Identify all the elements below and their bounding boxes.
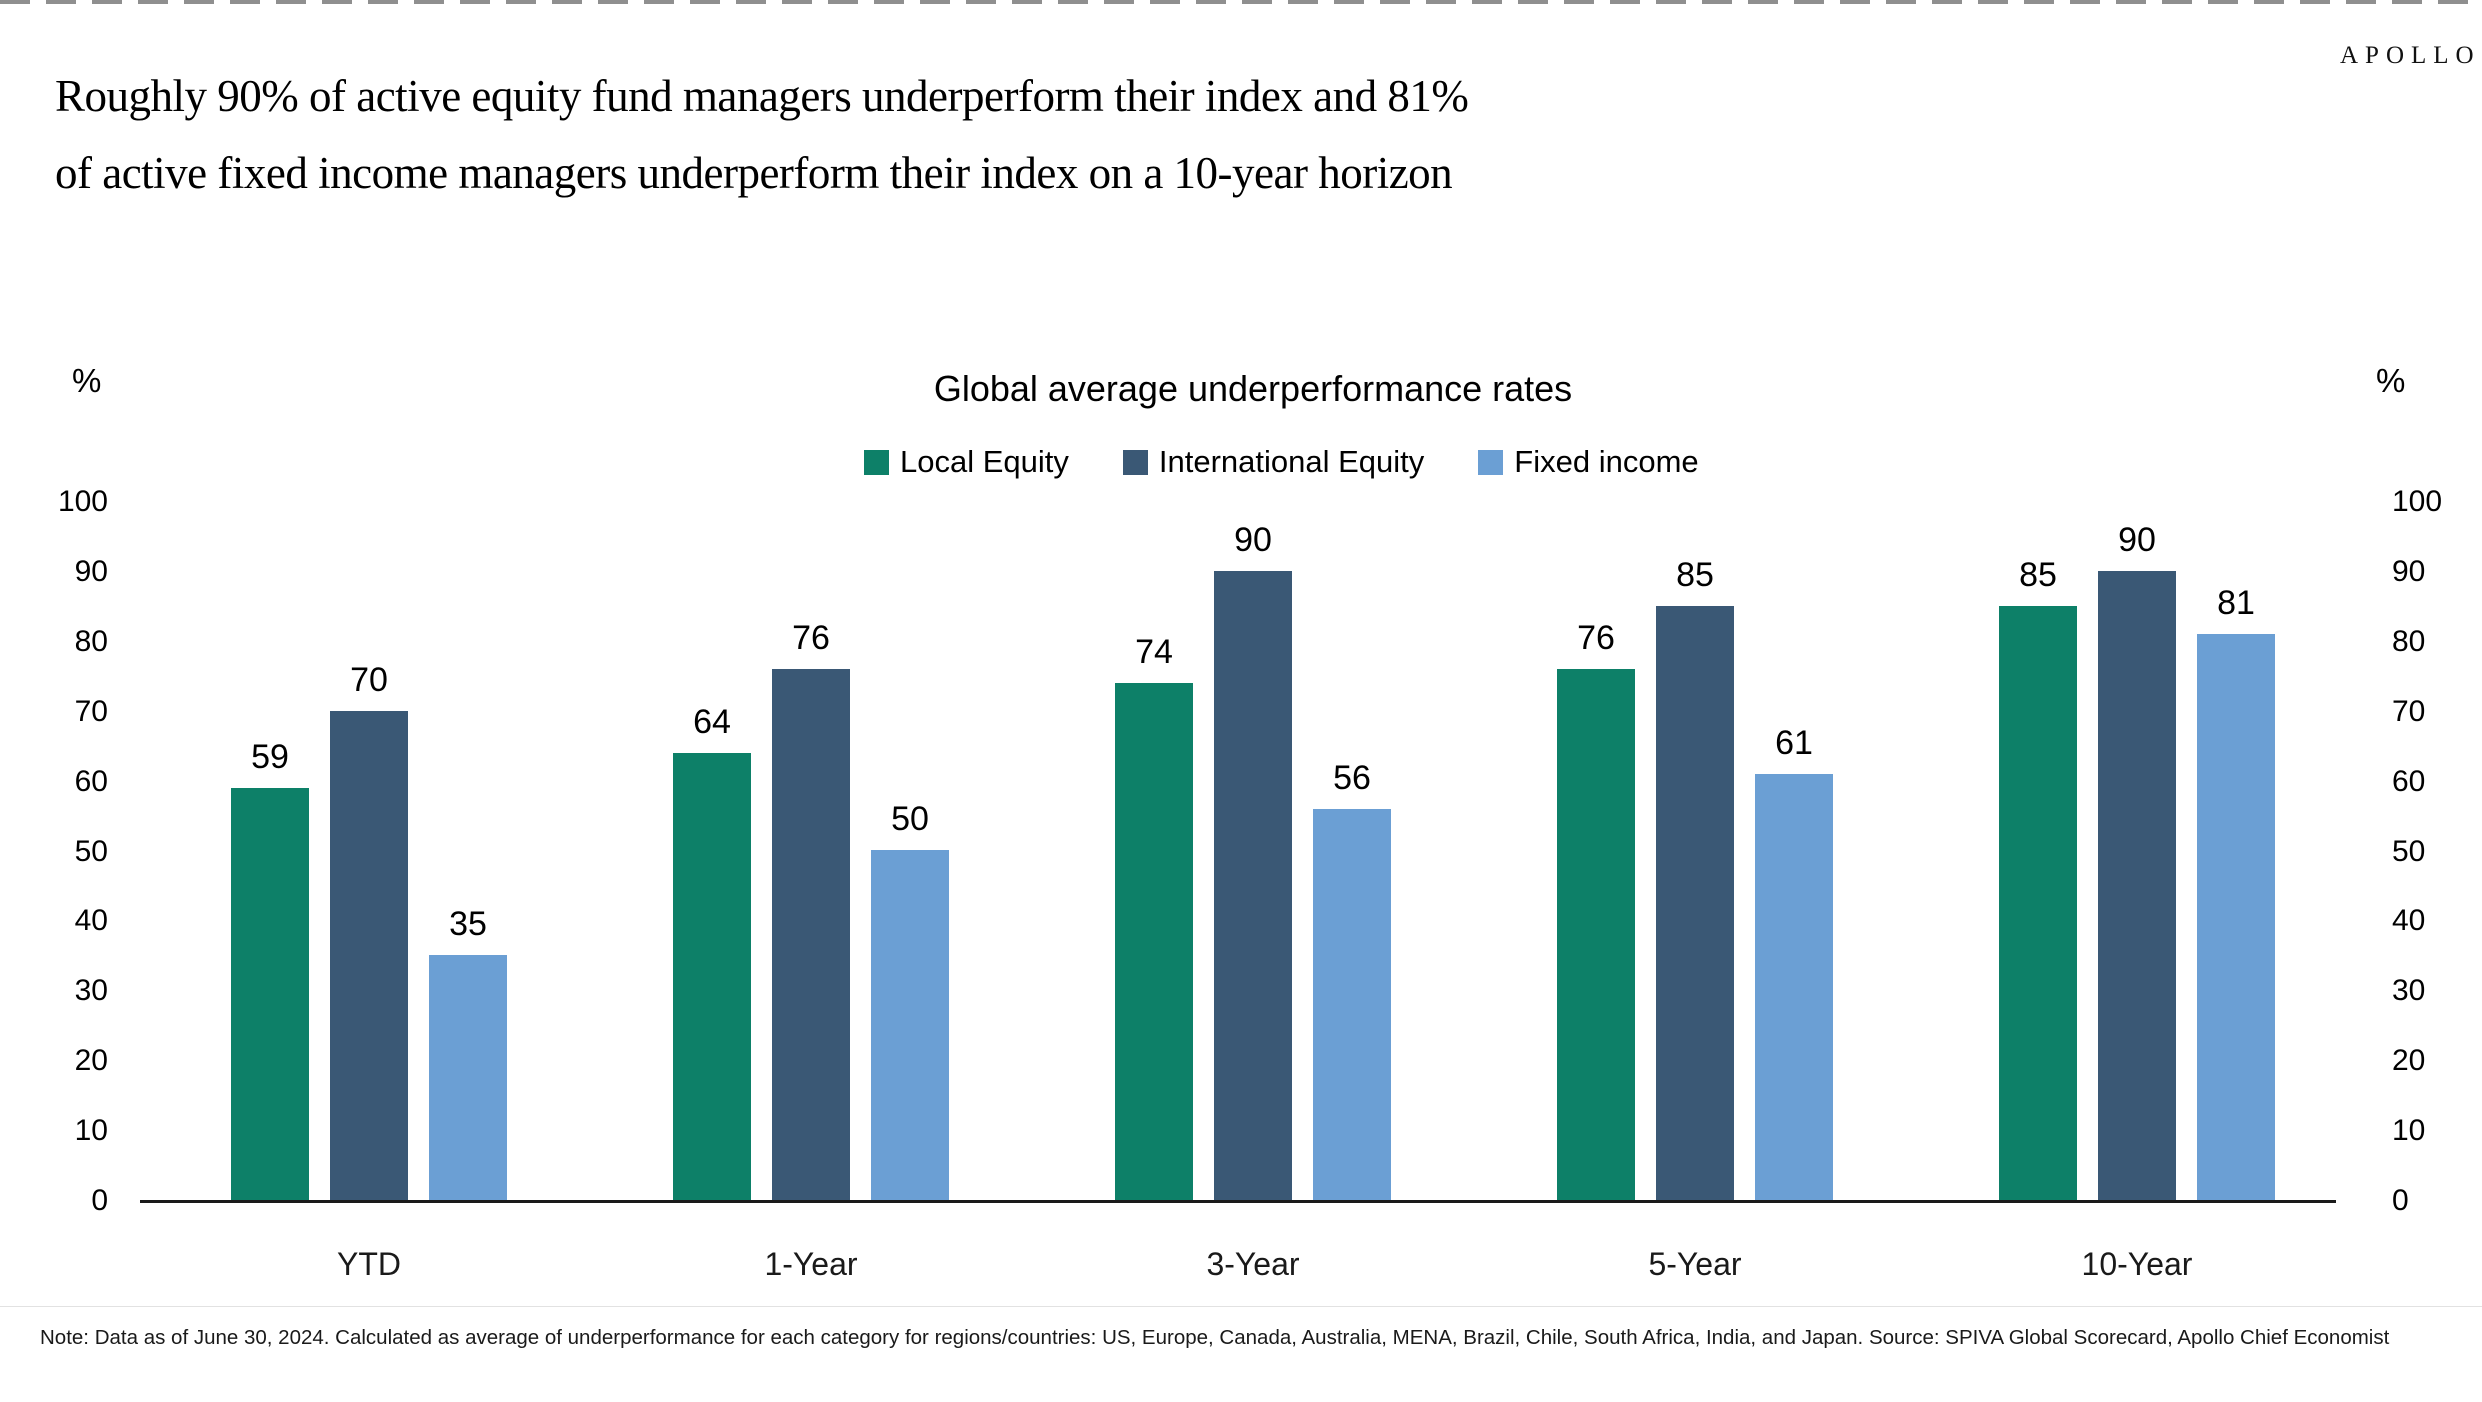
legend-label: International Equity (1158, 444, 1425, 479)
y-tick-left-0: 0 (91, 1184, 108, 1217)
bar-5-Year-international-equity (1656, 606, 1734, 1200)
bar-value-label: 90 (1234, 521, 1272, 559)
bar-value-label: 76 (792, 619, 830, 657)
bar-10-Year-fixed-income (2197, 634, 2275, 1200)
chart-title: Global average underperformance rates (933, 368, 1573, 409)
x-category-3-year: 3-Year (1206, 1246, 1300, 1282)
bar-1-Year-local-equity (673, 753, 751, 1200)
y-tick-left-50: 50 (74, 834, 108, 868)
legend-swatch-icon (864, 449, 889, 475)
y-tick-left-100: 100 (57, 485, 108, 518)
bar-value-label: 50 (891, 800, 929, 838)
page-title: Roughly 90% of active equity fund manage… (55, 58, 1755, 212)
bar-value-label: 61 (1775, 724, 1813, 762)
bar-YTD-international-equity (330, 711, 408, 1200)
y-tick-right-80: 80 (2392, 624, 2426, 658)
source-note: Note: Data as of June 30, 2024. Calculat… (40, 1326, 2390, 1349)
bar-value-label: 74 (1135, 633, 1173, 671)
bar-3-Year-local-equity (1115, 683, 1193, 1200)
legend-item-fixed-income: Fixed income (1478, 444, 1699, 480)
bar-value-label: 64 (693, 703, 731, 741)
legend-swatch-icon (1478, 449, 1504, 475)
bar-value-label: 76 (1577, 619, 1615, 657)
page-title-line2: of active fixed income managers underper… (55, 148, 1453, 198)
bar-5-Year-local-equity (1557, 669, 1635, 1200)
y-tick-left-90: 90 (74, 554, 108, 588)
legend-label: Fixed income (1514, 444, 1699, 479)
legend-swatch-icon (1122, 449, 1148, 475)
bar-1-Year-fixed-income (871, 850, 949, 1200)
y-tick-right-40: 40 (2392, 904, 2426, 938)
bar-value-label: 70 (350, 661, 388, 699)
y-tick-right-90: 90 (2392, 554, 2426, 588)
footer-divider (0, 1306, 2482, 1307)
y-axis-unit-left: % (72, 362, 102, 399)
bar-value-label: 35 (449, 905, 487, 943)
bar-value-label: 90 (2118, 521, 2156, 559)
y-tick-right-10: 10 (2392, 1114, 2426, 1148)
y-tick-left-60: 60 (74, 764, 108, 798)
bar-10-Year-local-equity (1999, 606, 2077, 1200)
y-tick-right-30: 30 (2392, 974, 2426, 1008)
legend-label: Local Equity (900, 444, 1069, 479)
x-category-10-year: 10-Year (2081, 1246, 2193, 1282)
bar-value-label: 81 (2217, 584, 2255, 622)
page-title-line1: Roughly 90% of active equity fund manage… (55, 71, 1469, 121)
bar-value-label: 59 (251, 738, 289, 776)
y-tick-left-30: 30 (74, 974, 108, 1008)
top-dashed-rule (0, 0, 2482, 4)
y-tick-right-0: 0 (2392, 1184, 2409, 1217)
y-tick-right-20: 20 (2392, 1044, 2426, 1078)
legend-item-international-equity: International Equity (1122, 444, 1425, 480)
y-tick-left-20: 20 (74, 1044, 108, 1078)
apollo-logo: APOLLO (2340, 42, 2481, 69)
y-tick-right-60: 60 (2392, 764, 2426, 798)
y-tick-right-100: 100 (2392, 485, 2443, 518)
legend: Local Equity International Equity Fixed in… (864, 444, 1699, 480)
bar-3-Year-fixed-income (1313, 809, 1391, 1200)
y-tick-left-70: 70 (74, 694, 108, 728)
x-axis-line (140, 1200, 2336, 1203)
bar-3-Year-international-equity (1214, 571, 1292, 1200)
y-tick-left-80: 80 (74, 624, 108, 658)
legend-item-local-equity: Local Equity (864, 444, 1069, 480)
y-tick-right-50: 50 (2392, 834, 2426, 868)
bar-YTD-fixed-income (429, 955, 507, 1200)
x-category-ytd: YTD (337, 1246, 401, 1282)
y-tick-left-10: 10 (74, 1114, 108, 1148)
x-category-5-year: 5-Year (1648, 1246, 1742, 1282)
bar-5-Year-fixed-income (1755, 774, 1833, 1200)
y-tick-left-40: 40 (74, 904, 108, 938)
bar-value-label: 85 (1676, 556, 1714, 594)
bar-1-Year-international-equity (772, 669, 850, 1200)
bar-10-Year-international-equity (2098, 571, 2176, 1200)
y-axis-unit-right: % (2376, 362, 2406, 399)
y-tick-right-70: 70 (2392, 694, 2426, 728)
bar-YTD-local-equity (231, 788, 309, 1200)
x-category-1-year: 1-Year (764, 1246, 858, 1282)
bar-value-label: 85 (2019, 556, 2057, 594)
bar-value-label: 56 (1333, 759, 1371, 797)
